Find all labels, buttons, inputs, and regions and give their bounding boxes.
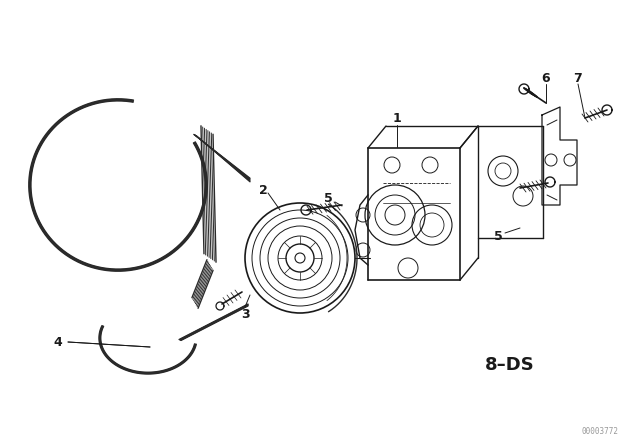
Text: 7: 7	[573, 72, 582, 85]
Text: 3: 3	[241, 307, 250, 320]
Text: 5: 5	[324, 191, 332, 204]
Text: 6: 6	[541, 72, 550, 85]
Text: 5: 5	[493, 229, 502, 242]
Text: 2: 2	[259, 184, 268, 197]
Text: 8–DS: 8–DS	[485, 356, 535, 374]
Text: 4: 4	[54, 336, 62, 349]
Text: 00003772: 00003772	[582, 427, 618, 436]
Text: 1: 1	[392, 112, 401, 125]
